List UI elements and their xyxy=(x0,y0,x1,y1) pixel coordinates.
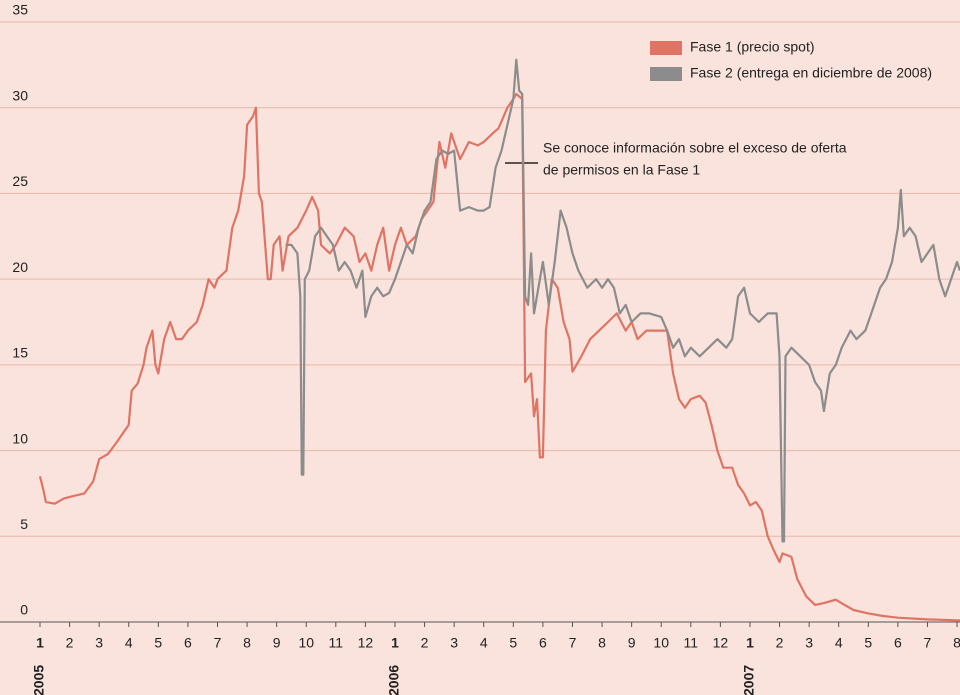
x-tick-label: 8 xyxy=(598,635,606,651)
x-tick-label: 8 xyxy=(243,635,251,651)
x-tick-label: 5 xyxy=(864,635,872,651)
x-tick-label: 7 xyxy=(924,635,932,651)
x-tick-label: 3 xyxy=(805,635,813,651)
legend-swatch xyxy=(650,67,682,81)
legend-label: Fase 1 (precio spot) xyxy=(690,39,815,55)
year-label: 2007 xyxy=(741,665,757,695)
legend-swatch xyxy=(650,41,682,55)
x-tick-label: 2 xyxy=(421,635,429,651)
y-tick-label: 15 xyxy=(12,345,28,361)
y-tick-label: 30 xyxy=(12,87,28,103)
x-tick-label: 3 xyxy=(450,635,458,651)
y-tick-label: 5 xyxy=(20,516,28,532)
series-line xyxy=(285,58,960,543)
y-tick-label: 35 xyxy=(12,2,28,18)
x-tick-label: 6 xyxy=(539,635,547,651)
y-tick-label: 20 xyxy=(12,259,28,275)
x-tick-label: 12 xyxy=(713,635,729,651)
y-tick-label: 10 xyxy=(12,430,28,446)
y-tick-label: 25 xyxy=(12,173,28,189)
legend-label: Fase 2 (entrega en diciembre de 2008) xyxy=(690,65,932,81)
x-tick-label: 9 xyxy=(273,635,281,651)
x-tick-label: 9 xyxy=(628,635,636,651)
x-tick-label: 5 xyxy=(154,635,162,651)
x-tick-label: 4 xyxy=(480,635,488,651)
y-tick-label: 0 xyxy=(20,602,28,618)
x-tick-label: 2 xyxy=(66,635,74,651)
x-tick-label: 2 xyxy=(776,635,784,651)
x-tick-label: 1 xyxy=(746,635,754,651)
x-tick-label: 1 xyxy=(36,635,44,651)
series-line xyxy=(38,92,960,622)
year-label: 2006 xyxy=(386,665,402,695)
x-tick-label: 1 xyxy=(391,635,399,651)
x-tick-label: 10 xyxy=(298,635,314,651)
x-tick-label: 12 xyxy=(358,635,374,651)
x-tick-label: 7 xyxy=(569,635,577,651)
x-tick-label: 6 xyxy=(184,635,192,651)
year-label: 2005 xyxy=(31,665,47,695)
x-tick-label: 5 xyxy=(509,635,517,651)
x-tick-label: 11 xyxy=(684,635,699,651)
x-tick-label: 10 xyxy=(653,635,669,651)
annotation: Se conoce información sobre el exceso de… xyxy=(543,140,847,156)
x-tick-label: 4 xyxy=(835,635,843,651)
x-tick-label: 8 xyxy=(953,635,960,651)
x-tick-label: 7 xyxy=(214,635,222,651)
x-tick-label: 4 xyxy=(125,635,133,651)
x-tick-label: 11 xyxy=(329,635,344,651)
x-tick-label: 6 xyxy=(894,635,902,651)
annotation: de permisos en la Fase 1 xyxy=(543,162,700,178)
x-tick-label: 3 xyxy=(95,635,103,651)
